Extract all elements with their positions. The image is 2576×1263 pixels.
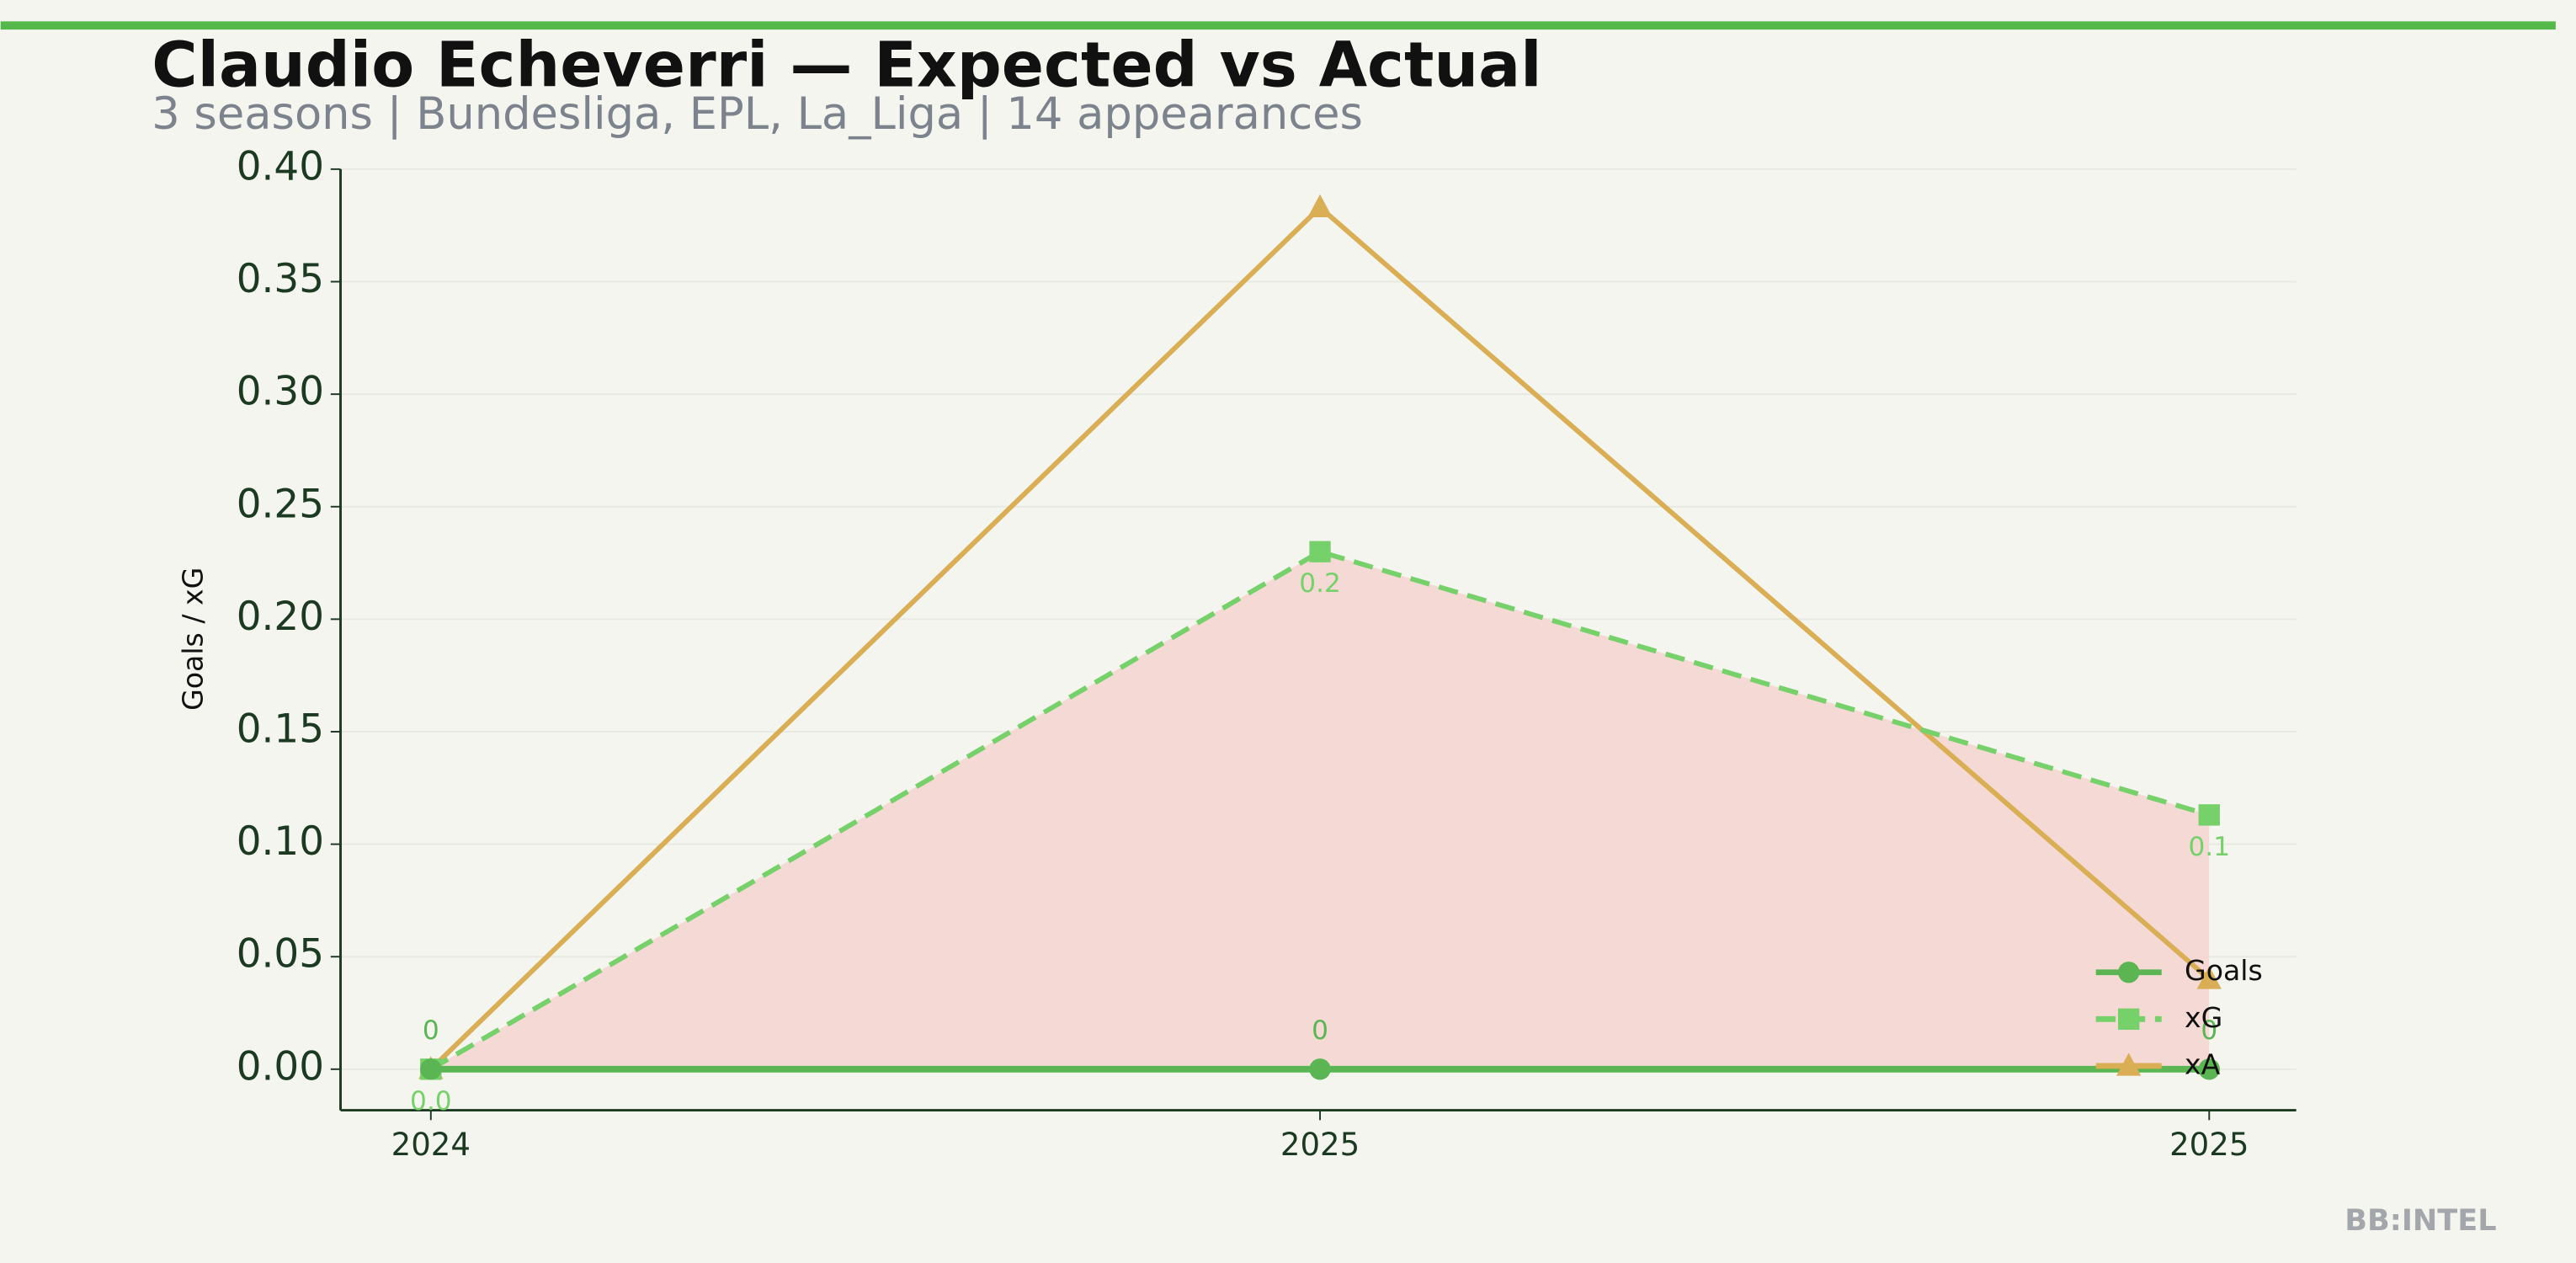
point — [2198, 1058, 2220, 1080]
fill-area — [430, 552, 2210, 1069]
point — [2196, 966, 2222, 989]
y-tick-label: 0.15 — [237, 706, 324, 752]
data-label: 0 — [1312, 1015, 1328, 1046]
y-tick-label: 0.25 — [237, 482, 324, 527]
data-label: 0.1 — [2188, 832, 2230, 862]
point — [1309, 1058, 1331, 1080]
data-label: 0.2 — [1299, 568, 1341, 599]
y-tick-label: 0.05 — [237, 932, 324, 978]
point — [1309, 541, 1331, 562]
x-tick-label: 2024 — [391, 1127, 471, 1163]
legend-label: xG — [2185, 1001, 2222, 1034]
y-tick-label: 0.30 — [237, 370, 324, 415]
legend-label: xA — [2185, 1047, 2221, 1080]
legend-label: Goals — [2185, 954, 2263, 987]
legend-marker — [2116, 1052, 2142, 1076]
y-tick-label: 0.20 — [237, 594, 324, 640]
y-tick-label: 0.00 — [237, 1044, 324, 1090]
y-tick-label: 0.40 — [237, 144, 324, 189]
point — [2198, 804, 2220, 826]
y-tick-label: 0.35 — [237, 257, 324, 302]
x-tick-label: 2025 — [2169, 1127, 2249, 1163]
x-tick-label: 2025 — [1280, 1127, 1360, 1163]
watermark: BB:INTEL — [2344, 1203, 2496, 1238]
point — [1307, 194, 1333, 218]
data-label: 0 — [2201, 1015, 2217, 1046]
y-axis-label: Goals / xG — [176, 568, 209, 711]
chart-title: Claudio Echeverri — Expected vs Actual — [152, 29, 1541, 101]
series-line — [429, 549, 2211, 1072]
point — [420, 1058, 442, 1080]
y-tick-label: 0.10 — [237, 819, 324, 865]
chart-subtitle: 3 seasons | Bundesliga, EPL, La_Liga | 1… — [152, 88, 1363, 140]
data-label: 0 — [423, 1015, 439, 1046]
top-bar — [0, 21, 2556, 30]
legend-marker — [2118, 962, 2140, 983]
data-label: 0.0 — [410, 1086, 452, 1116]
legend-marker — [2118, 1008, 2140, 1031]
